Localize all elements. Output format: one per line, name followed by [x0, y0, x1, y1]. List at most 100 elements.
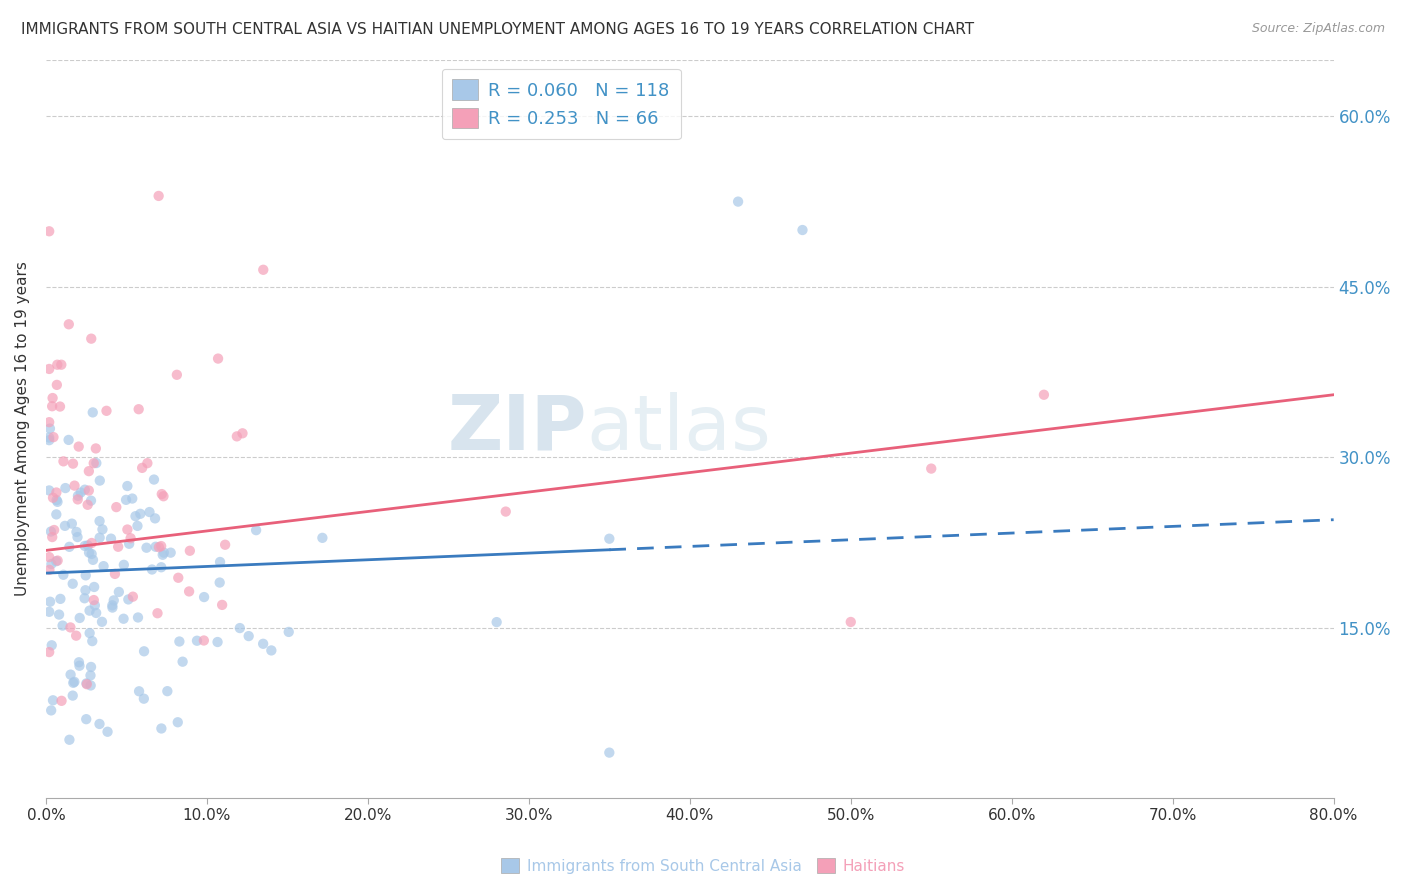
Point — [41, 557, 63, 571]
Point — [156, 684, 179, 698]
Point — [38, 415, 60, 429]
Point — [49, 400, 72, 414]
Point — [80, 678, 103, 692]
Point — [39, 703, 62, 717]
Point — [53, 519, 76, 533]
Point — [128, 402, 150, 417]
Point — [132, 644, 155, 658]
Point — [127, 610, 149, 624]
Point — [69, 611, 91, 625]
Point — [77, 483, 100, 498]
Point — [82, 553, 104, 567]
Point — [41, 530, 63, 544]
Point — [89, 474, 111, 488]
Point — [83, 593, 105, 607]
Point — [63, 674, 86, 689]
Point — [75, 583, 97, 598]
Point — [67, 655, 90, 669]
Point — [62, 689, 84, 703]
Point — [117, 523, 139, 537]
Point — [277, 624, 299, 639]
Point — [103, 593, 125, 607]
Point — [495, 505, 517, 519]
Point — [177, 584, 200, 599]
Point — [141, 562, 163, 576]
Point — [58, 732, 80, 747]
Point — [52, 618, 75, 632]
Point — [51, 694, 73, 708]
Point — [839, 615, 862, 629]
Point — [252, 637, 274, 651]
Point — [79, 604, 101, 618]
Point — [166, 715, 188, 730]
Point — [105, 500, 128, 515]
Point — [245, 523, 267, 537]
Text: IMMIGRANTS FROM SOUTH CENTRAL ASIA VS HAITIAN UNEMPLOYMENT AMONG AGES 16 TO 19 Y: IMMIGRANTS FROM SOUTH CENTRAL ASIA VS HA… — [21, 22, 974, 37]
Point — [39, 524, 62, 539]
Point — [80, 493, 103, 508]
Point — [41, 391, 63, 405]
Text: atlas: atlas — [586, 392, 772, 466]
Point — [65, 629, 87, 643]
Text: ZIP: ZIP — [447, 392, 586, 466]
Point — [120, 531, 142, 545]
Point — [59, 620, 82, 634]
Point — [63, 478, 86, 492]
Point — [80, 547, 103, 561]
Point — [152, 489, 174, 503]
Point — [121, 491, 143, 506]
Point — [45, 493, 67, 508]
Point — [238, 629, 260, 643]
Point — [118, 537, 141, 551]
Point — [311, 531, 333, 545]
Point — [132, 691, 155, 706]
Point — [179, 543, 201, 558]
Point — [91, 522, 114, 536]
Point — [101, 600, 124, 615]
Point — [143, 511, 166, 525]
Point — [46, 495, 69, 509]
Point — [260, 643, 283, 657]
Point — [73, 591, 96, 606]
Point — [38, 563, 60, 577]
Point — [49, 591, 72, 606]
Point — [207, 635, 229, 649]
Point — [45, 508, 67, 522]
Point — [55, 481, 77, 495]
Point — [45, 554, 67, 568]
Point — [79, 626, 101, 640]
Point — [145, 540, 167, 554]
Point — [166, 368, 188, 382]
Y-axis label: Unemployment Among Ages 16 to 19 years: Unemployment Among Ages 16 to 19 years — [15, 261, 30, 596]
Point — [727, 194, 749, 209]
Point — [42, 491, 65, 505]
Point — [172, 655, 194, 669]
Point — [46, 358, 69, 372]
Point — [96, 404, 118, 418]
Point — [138, 505, 160, 519]
Point — [62, 675, 84, 690]
Point — [62, 576, 84, 591]
Legend: Immigrants from South Central Asia, Haitians: Immigrants from South Central Asia, Hait… — [495, 852, 911, 880]
Point — [38, 605, 60, 619]
Point — [66, 492, 89, 507]
Point — [112, 612, 135, 626]
Point — [150, 487, 173, 501]
Point — [45, 377, 67, 392]
Point — [38, 483, 60, 498]
Point — [41, 638, 63, 652]
Point — [76, 677, 98, 691]
Point — [485, 615, 508, 629]
Point — [83, 456, 105, 470]
Point — [42, 693, 65, 707]
Point — [208, 575, 231, 590]
Point — [75, 568, 97, 582]
Point — [46, 553, 69, 567]
Point — [252, 262, 274, 277]
Point — [52, 454, 75, 468]
Point — [211, 598, 233, 612]
Point — [80, 536, 103, 550]
Point — [84, 606, 107, 620]
Point — [79, 668, 101, 682]
Point — [77, 464, 100, 478]
